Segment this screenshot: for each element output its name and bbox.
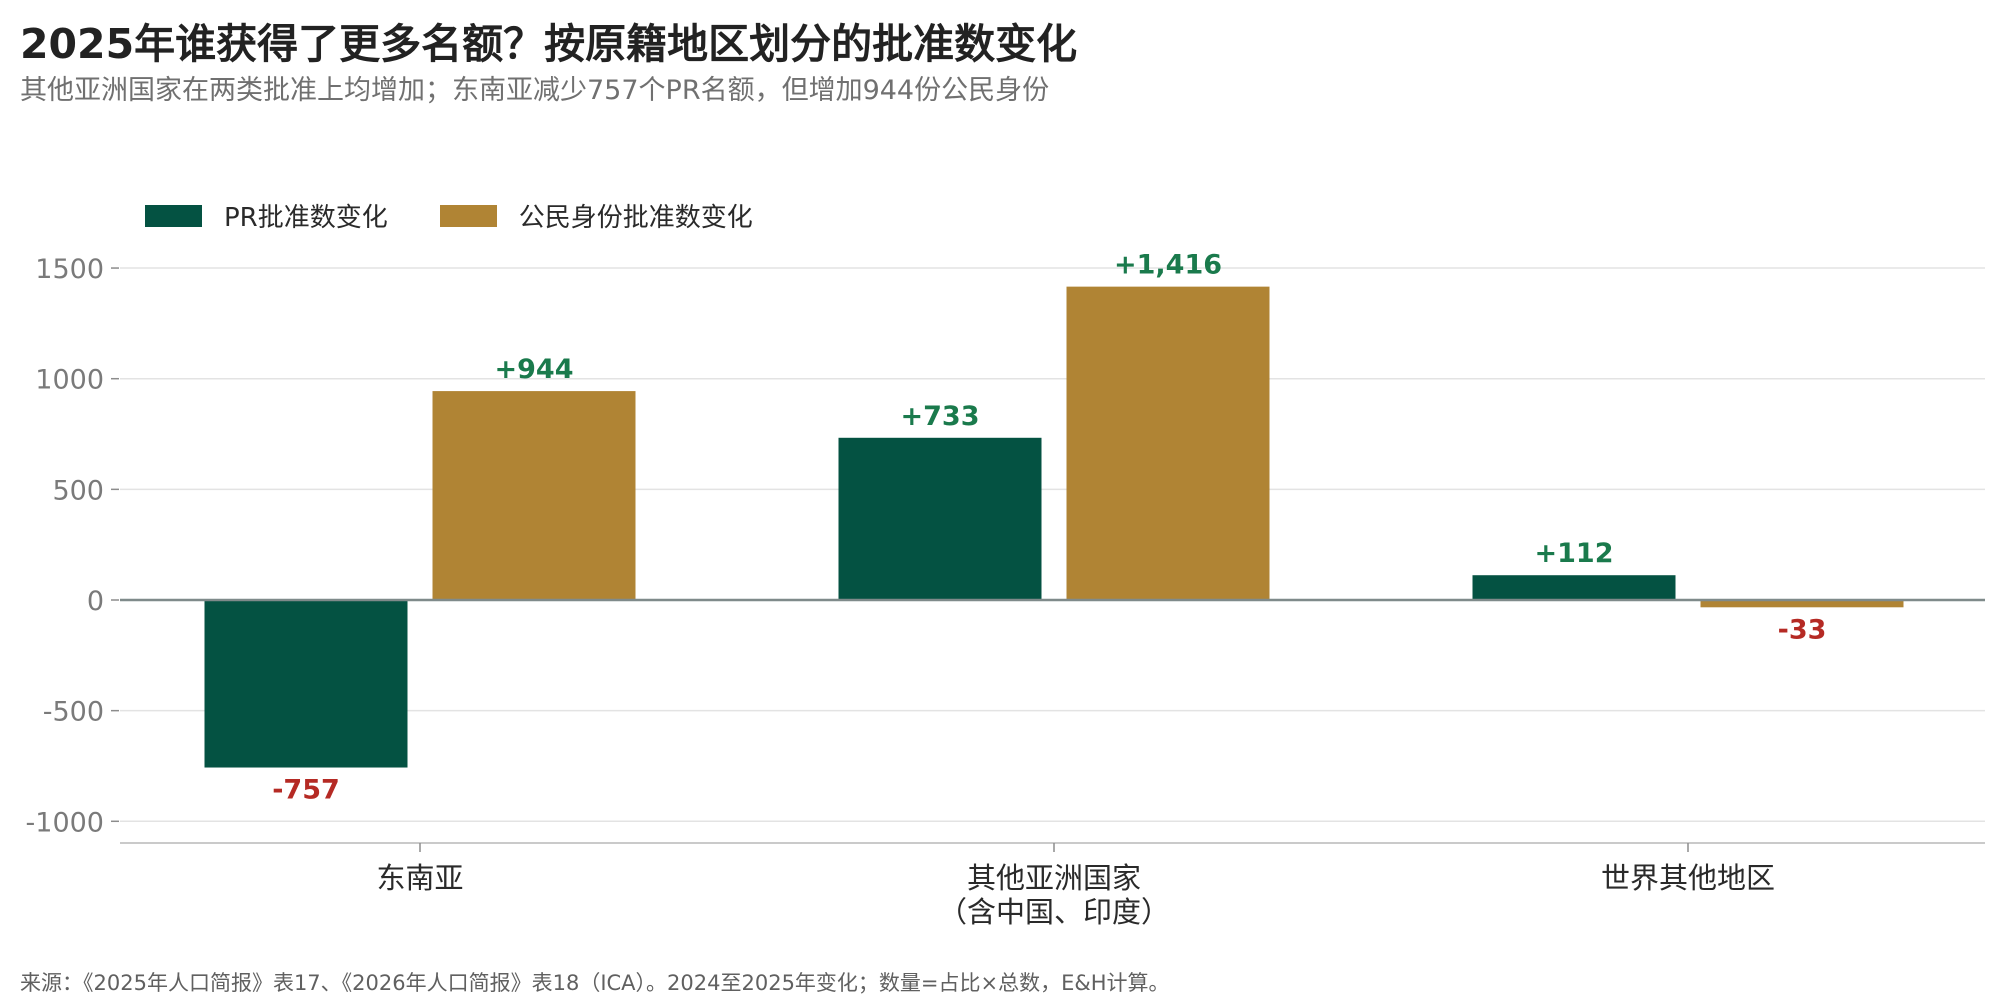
bar-citizenship [1700,600,1904,608]
bar-chart: 1500 1000 500 0 -500 -1000 -757 +733 +112 +944 +1,… [26,250,1985,929]
bar-pr [1472,575,1676,600]
legend-item-pr: PR批准数变化 [145,197,388,234]
data-label-pr: +112 [1535,538,1614,569]
x-tick-label: 世界其他地区 [1601,861,1775,895]
bar-citizenship [432,391,636,600]
x-tick-label: 东南亚 [376,861,463,895]
y-tick-label: -1000 [26,807,104,838]
y-tick-label: 1000 [35,365,104,396]
data-label-citizenship: -33 [1778,614,1827,645]
data-label-citizenship: +944 [495,354,574,385]
x-tick-label-line: （含中国、印度） [938,895,1170,929]
bar-pr [204,600,408,768]
chart-title: 2025年谁获得了更多名额？按原籍地区划分的批准数变化 [20,20,1078,68]
legend-swatch-pr [145,204,202,227]
y-tick-label: 1500 [35,254,104,285]
data-label-pr: +733 [901,401,980,432]
data-label-citizenship: +1,416 [1114,250,1222,281]
bar-citizenship [1066,286,1270,600]
x-tick-label: 其他亚洲国家（含中国、印度） [938,861,1170,929]
legend-swatch-citizenship [439,204,497,227]
x-tick-label-line: 世界其他地区 [1601,861,1775,895]
y-tick-label: 0 [87,586,104,617]
legend-label-citizenship: 公民身份批准数变化 [518,203,753,233]
y-tick-label: -500 [43,697,104,728]
bar-pr [838,437,1042,600]
source-note: 来源：《2025年人口简报》表17、《2026年人口简报》表18（ICA）。20… [20,971,1170,995]
chart-subtitle: 其他亚洲国家在两类批准上均增加；东南亚减少757个PR名额，但增加944份公民身… [20,75,1050,106]
legend-label-pr: PR批准数变化 [224,203,388,233]
y-tick-label: 500 [52,475,104,506]
data-label-pr: -757 [272,775,340,806]
x-tick-label-line: 东南亚 [376,861,463,895]
legend: PR批准数变化 公民身份批准数变化 [145,197,805,234]
legend-item-citizenship: 公民身份批准数变化 [439,197,753,234]
x-tick-label-line: 其他亚洲国家 [967,861,1141,895]
